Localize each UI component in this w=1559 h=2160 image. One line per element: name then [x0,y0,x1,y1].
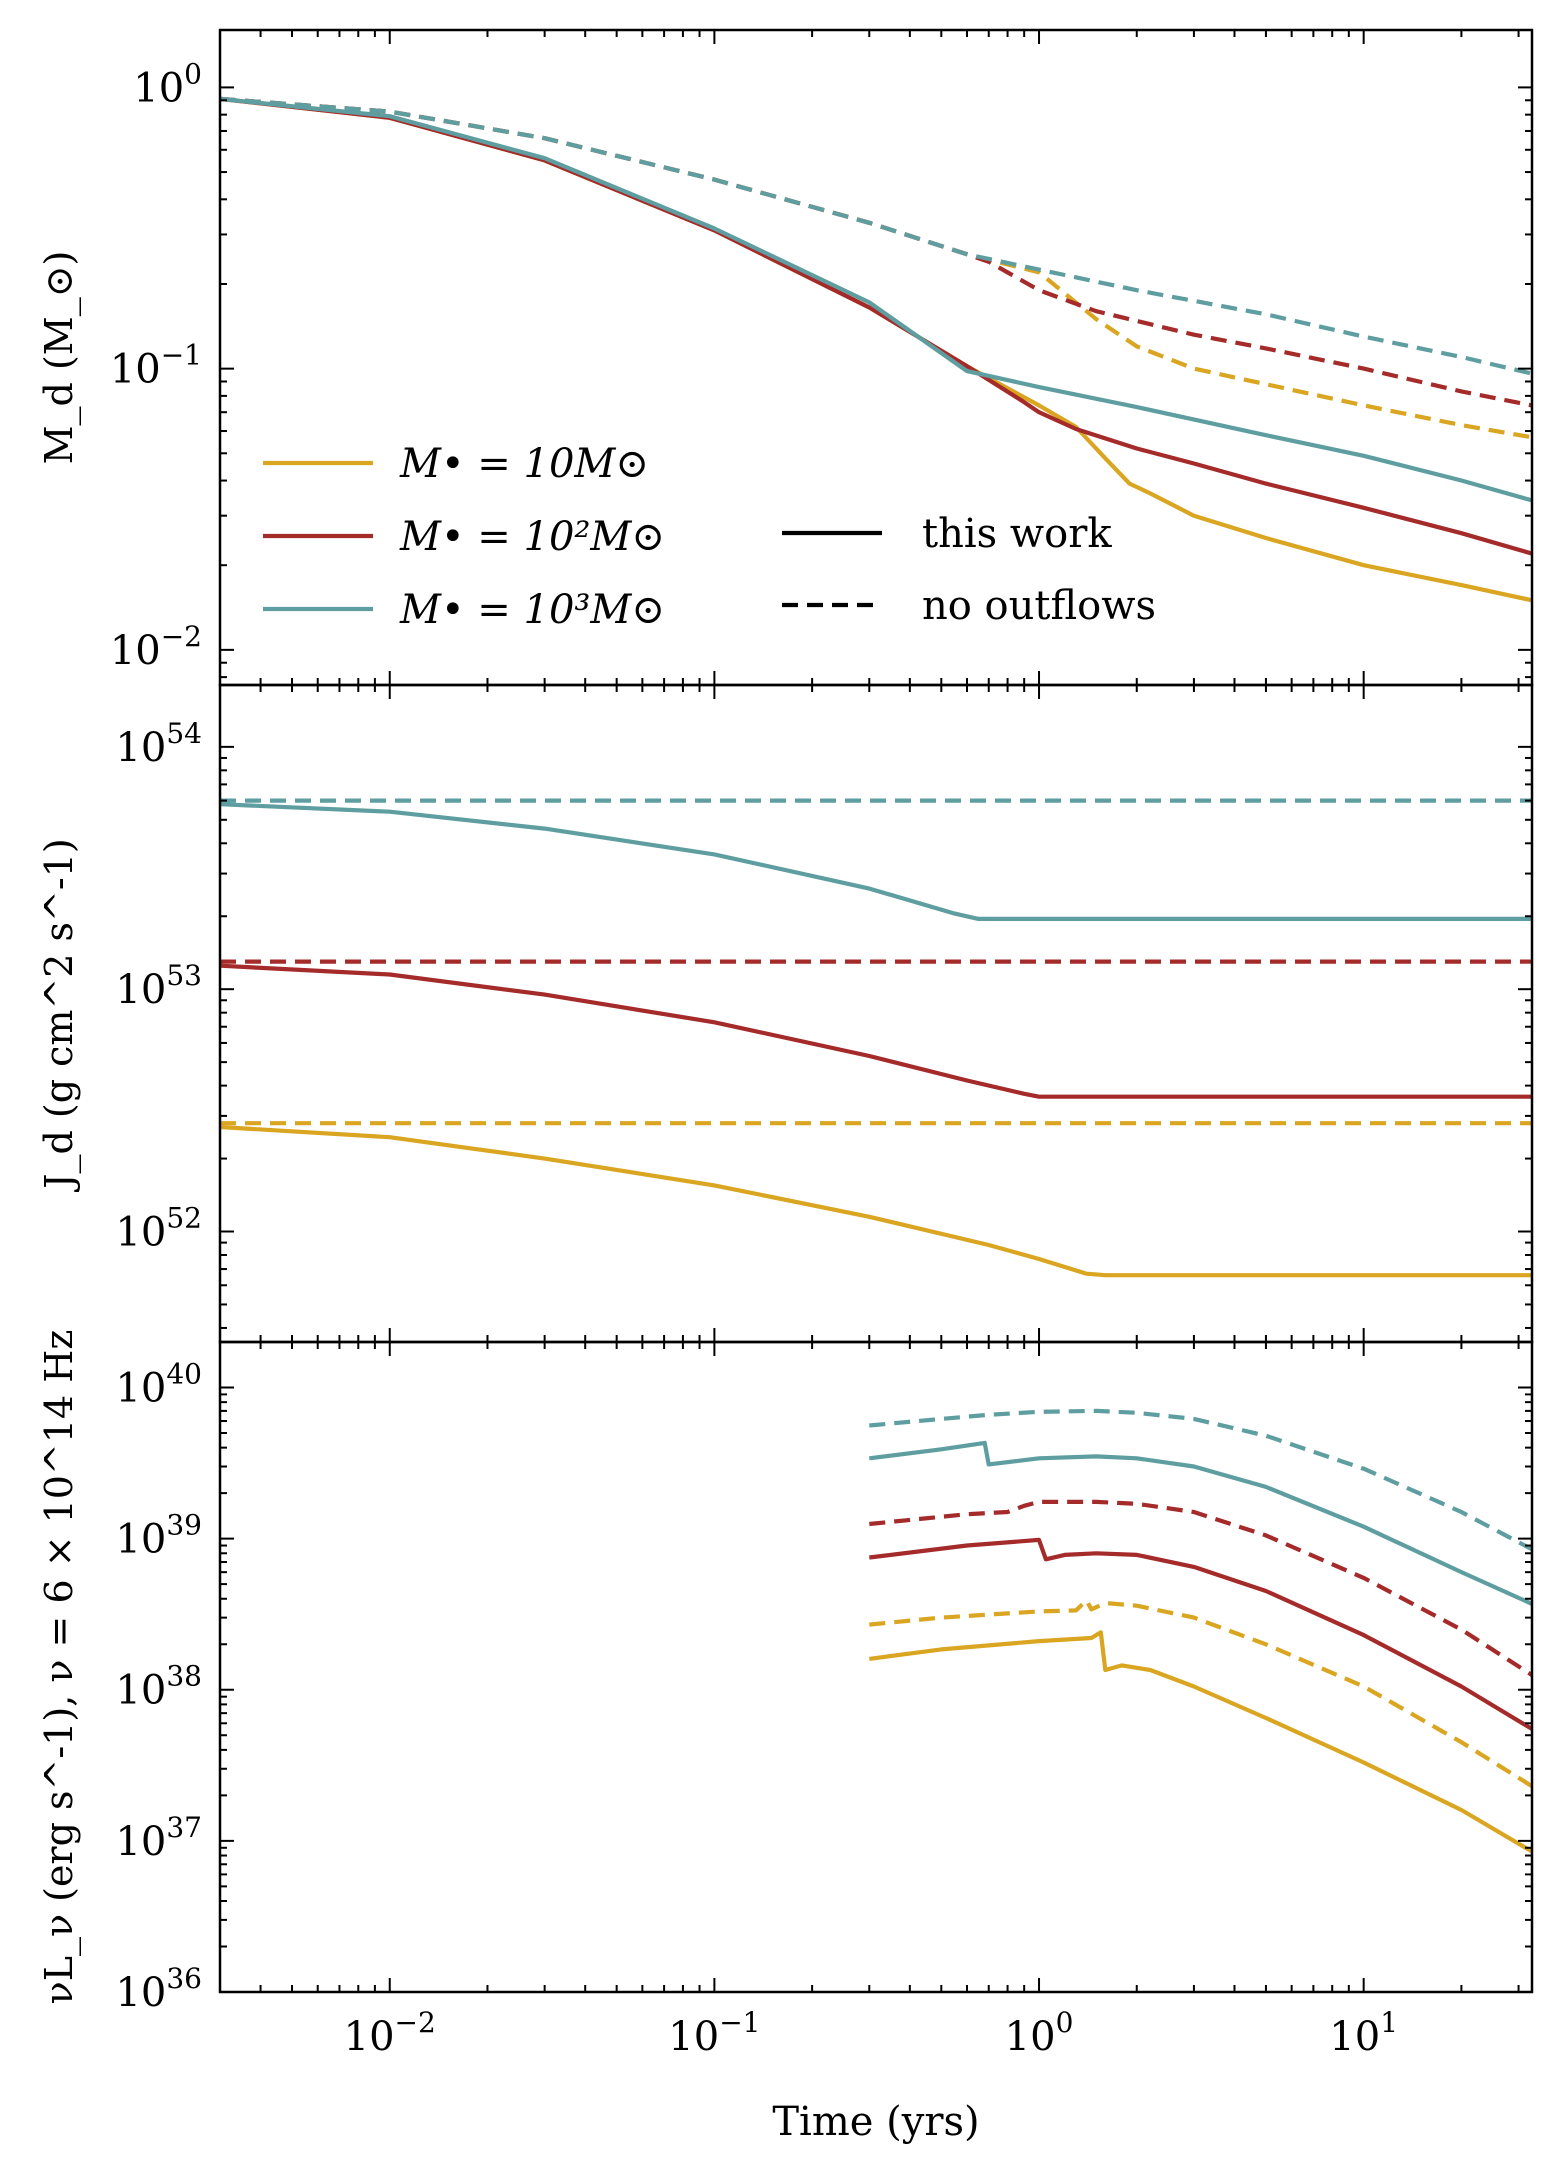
series-line-top-4 [220,96,1532,503]
legend-style-label-1: no outflows [922,583,1156,629]
series-line-top-5 [220,96,1532,376]
x-tick-label-1: 10−1 [668,2006,760,2060]
y-tick-label-middle-2: 1052 [115,1202,202,1256]
legend: M• = 10M⊙ M• = 10²M⊙ M• = 10³M⊙ this work no… [263,441,1156,633]
plot-frame-middle [218,683,1534,1344]
series-line-top-3 [220,96,1532,408]
y-tick-label-bottom-0: 1040 [115,1357,202,1411]
y-tick-label-top-0: 100 [133,57,202,111]
panel-top: 100 10−1 10−2 M_d (M_⊙) [37,28,1534,687]
x-tick-label-2: 100 [1005,2006,1074,2060]
y-axis-label-middle: J_d (g cm^2 s^-1) [37,838,82,1192]
series-line-bottom-3 [869,1499,1532,1677]
series-line-middle-0 [220,1124,1532,1278]
y-tick-label-middle-1: 1053 [115,959,202,1013]
legend-style-label-0: this work [922,511,1112,557]
legend-label-2: M• = 10³M⊙ [399,587,665,633]
series-line-bottom-4 [869,1440,1532,1606]
x-tick-label-3: 101 [1329,2006,1398,2060]
series-line-top-1 [220,96,1532,440]
y-tick-label-bottom-4: 1036 [115,1962,202,2016]
series-line-middle-4 [220,802,1532,921]
x-axis-label: Time (yrs) [772,2099,979,2145]
ticks-bottom [219,1341,1532,1993]
series-line-middle-2 [220,963,1532,1099]
y-axis-label-bottom: νL_ν (erg s^-1), ν = 6 × 10^14 Hz [37,1330,82,2005]
series-line-bottom-1 [869,1598,1532,1788]
y-tick-label-bottom-2: 1038 [115,1660,202,1714]
x-tick-label-0: 10−2 [344,2006,436,2060]
panel-bottom: 1040 1039 1038 1037 1036 10−2 10−1 100 101 νL_ν (… [37,1330,1534,2145]
y-tick-label-bottom-3: 1037 [115,1811,202,1865]
ticks-middle [219,685,1532,1342]
series-line-bottom-5 [869,1408,1532,1552]
panel-middle: 1054 1053 1052 J_d (g cm^2 s^-1) [37,683,1534,1344]
y-tick-label-top-2: 10−2 [110,620,202,674]
legend-label-0: M• = 10M⊙ [399,441,649,487]
plot-frame-bottom [218,1340,1534,1994]
y-tick-label-middle-0: 1054 [115,717,202,771]
y-axis-label-top: M_d (M_⊙) [37,251,82,465]
y-tick-label-bottom-1: 1039 [115,1509,202,1563]
y-tick-label-top-1: 10−1 [110,339,202,393]
legend-label-1: M• = 10²M⊙ [399,514,665,560]
series-line-bottom-2 [869,1537,1532,1731]
series-line-bottom-0 [869,1630,1532,1854]
